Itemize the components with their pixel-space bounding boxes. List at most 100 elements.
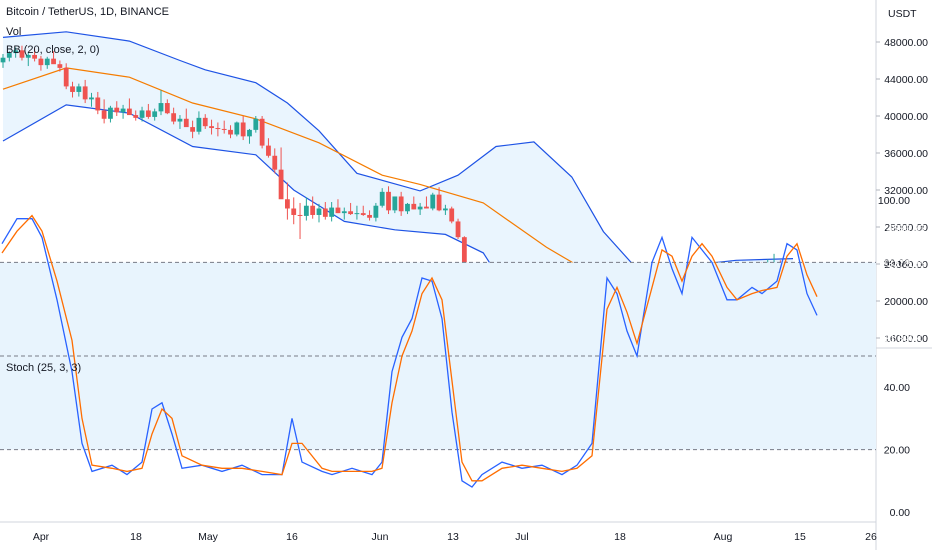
- candle-body: [76, 86, 82, 92]
- candle-body: [278, 169, 284, 200]
- candle-body: [398, 196, 404, 212]
- candle-body: [272, 155, 278, 170]
- candle-body: [139, 110, 145, 118]
- candle-body: [70, 86, 75, 92]
- candle-body: [190, 127, 195, 132]
- currency-label: USDT: [888, 8, 917, 20]
- price-tick-label: 28000.00: [884, 222, 928, 234]
- candle-body: [209, 126, 214, 129]
- symbol-title: Bitcoin / TetherUS, 1D, BINANCE: [6, 6, 170, 18]
- candle-body: [114, 107, 120, 113]
- time-tick-label: Apr: [33, 531, 50, 543]
- candle-body: [354, 213, 360, 215]
- candle-body: [405, 203, 410, 212]
- candle-body: [360, 213, 366, 215]
- candle-body: [259, 118, 265, 146]
- candle-body: [411, 203, 417, 210]
- candle-body: [221, 128, 227, 130]
- candle-body: [177, 118, 183, 122]
- candle-body: [133, 115, 139, 118]
- last-price-tag: 23378.86: [881, 258, 925, 270]
- candle-body: [449, 208, 455, 222]
- candle-body: [316, 208, 322, 215]
- stoch-tick-label: 40.00: [884, 382, 910, 394]
- stoch-k-tag: 62.58: [889, 411, 917, 423]
- candle-body: [461, 237, 467, 278]
- candle-body: [303, 205, 309, 216]
- candle-body: [19, 50, 25, 58]
- candle-body: [335, 207, 341, 214]
- candle-body: [247, 129, 252, 137]
- price-tick-label: 16000.00: [884, 333, 928, 345]
- time-tick-label: 26: [865, 531, 877, 543]
- bb-basis-tag: 23537.24: [881, 240, 925, 252]
- bollinger-legend: BB (20, close, 2, 0): [6, 44, 100, 56]
- time-tick-label: 18: [130, 531, 142, 543]
- candle-body: [455, 221, 461, 238]
- candle-body: [234, 122, 240, 135]
- price-tick-label: 36000.00: [884, 148, 928, 160]
- bb-lower-tag: 22487.62: [881, 277, 925, 289]
- stoch-tick-label: 0.00: [890, 507, 911, 519]
- stoch-line-K: [1, 218, 818, 488]
- stoch-tick-label: 20.00: [884, 445, 910, 457]
- candle-body: [101, 110, 107, 119]
- candle-body: [32, 54, 37, 59]
- candle-body: [285, 199, 290, 209]
- time-tick-label: Jul: [515, 531, 528, 543]
- stoch-d-tag: 68.82: [889, 393, 917, 405]
- candle-body: [291, 208, 297, 215]
- candle-body: [6, 53, 12, 58]
- price-tick-label: 20000.00: [884, 296, 928, 308]
- candle-body: [89, 97, 94, 100]
- time-tick-label: 13: [447, 531, 459, 543]
- candle-body: [297, 214, 303, 216]
- candle-body: [145, 110, 151, 117]
- time-tick-label: May: [198, 531, 219, 543]
- candle-body: [392, 196, 398, 211]
- candle-body: [120, 108, 126, 113]
- candle-body: [108, 107, 113, 119]
- stoch-tick-label: 100.00: [878, 195, 910, 207]
- stoch-tick-label: 80.00: [884, 257, 910, 269]
- candle-body: [127, 108, 132, 116]
- candle-body: [82, 86, 88, 100]
- volume-legend: Vol: [6, 26, 22, 38]
- candle-body: [63, 67, 69, 87]
- price-tick-label: 44000.00: [884, 74, 928, 86]
- candle-body: [443, 208, 448, 211]
- time-tick-label: 16: [286, 531, 298, 543]
- candle-body: [95, 97, 101, 111]
- candle-body: [266, 145, 271, 156]
- candle-body: [44, 58, 50, 66]
- bb-upper-tag: 24586.85: [881, 223, 925, 235]
- stoch-line-D: [1, 214, 818, 482]
- candle-body: [367, 214, 372, 218]
- candle-body: [240, 122, 246, 137]
- candle-body: [158, 103, 164, 112]
- candle-body: [183, 118, 189, 128]
- candle-body: [202, 117, 208, 127]
- candle-body: [228, 129, 233, 135]
- candle-body: [329, 207, 335, 217]
- candle-body: [322, 208, 328, 217]
- candle-body: [171, 113, 177, 122]
- price-tick-label: 24000.00: [884, 259, 928, 271]
- candle-body: [424, 206, 429, 209]
- candle-body: [25, 54, 31, 58]
- candle-body: [57, 64, 63, 68]
- candle-body: [417, 206, 423, 210]
- candle-body: [379, 191, 385, 206]
- candle-body: [152, 111, 158, 117]
- price-tick-label: 32000.00: [884, 185, 928, 197]
- price-tick-label: 40000.00: [884, 111, 928, 123]
- time-tick-label: 15: [794, 531, 806, 543]
- candle-body: [341, 211, 347, 214]
- candle-body: [348, 211, 353, 215]
- candle-body: [310, 205, 316, 215]
- stoch-legend: Stoch (25, 3, 3): [6, 362, 82, 374]
- time-tick-label: 18: [614, 531, 626, 543]
- candle-body: [373, 205, 379, 218]
